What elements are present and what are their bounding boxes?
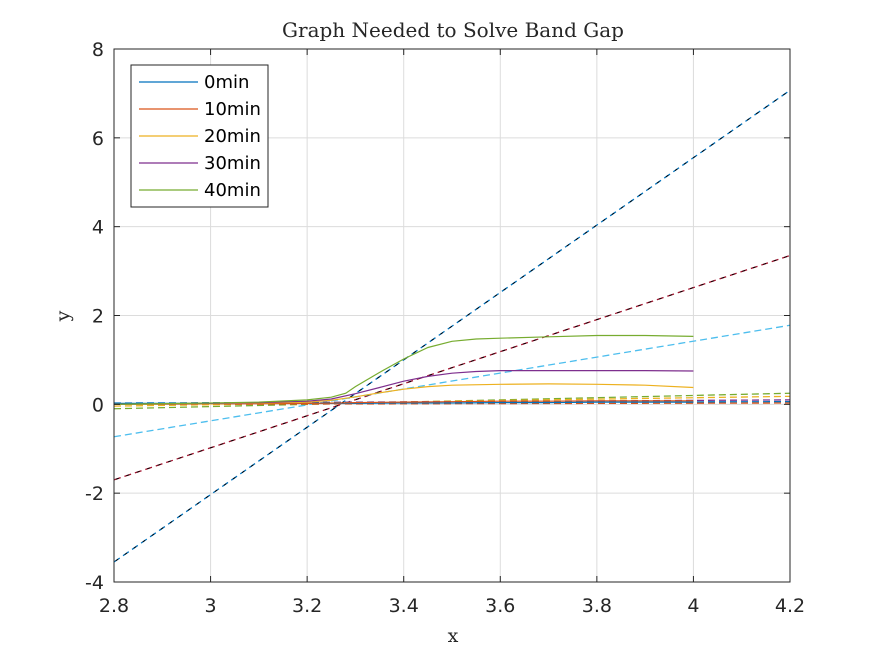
- fit-line-3: [113, 392, 791, 410]
- fit-line-overlay-1: [113, 255, 791, 481]
- legend: 0min 10min 20min 30min 40min: [130, 64, 269, 208]
- y-axis-label: y: [52, 310, 74, 322]
- data-series-lines: [113, 334, 694, 405]
- x-tick-label: 4: [687, 595, 699, 617]
- y-tick-label: 8: [92, 39, 104, 61]
- legend-label-40min: 40min: [204, 180, 261, 201]
- y-tick-label: 2: [92, 306, 104, 328]
- x-tick-label: 4.2: [775, 595, 805, 617]
- legend-label-20min: 20min: [204, 126, 261, 147]
- x-tick-label: 3: [205, 595, 217, 617]
- fit-line-2: [113, 324, 791, 438]
- series-line-30min: [113, 370, 694, 405]
- legend-label-30min: 30min: [204, 153, 261, 174]
- x-tick-label: 3.2: [292, 595, 322, 617]
- y-tick-label: -4: [85, 572, 104, 594]
- y-tick-label: -2: [85, 483, 104, 505]
- x-tick-label: 3.6: [485, 595, 515, 617]
- y-axis-ticks: -4 -2 0 2 4 6 8: [85, 39, 790, 594]
- x-axis-ticks: 2.8 3 3.2 3.4 3.6 3.8 4 4.2: [99, 49, 805, 617]
- y-tick-label: 0: [92, 394, 104, 416]
- x-tick-label: 2.8: [99, 595, 129, 617]
- legend-label-0min: 0min: [204, 72, 249, 93]
- y-tick-label: 6: [92, 128, 104, 150]
- y-tick-label: 4: [92, 217, 104, 239]
- fit-line-overlay-0: [113, 89, 791, 563]
- x-tick-label: 3.8: [582, 595, 612, 617]
- x-tick-label: 3.4: [389, 595, 419, 617]
- x-axis-label: x: [448, 625, 459, 647]
- series-line-40min: [113, 334, 694, 405]
- legend-label-10min: 10min: [204, 99, 261, 120]
- chart-title: Graph Needed to Solve Band Gap: [282, 18, 624, 42]
- series-line-10min: [113, 400, 694, 405]
